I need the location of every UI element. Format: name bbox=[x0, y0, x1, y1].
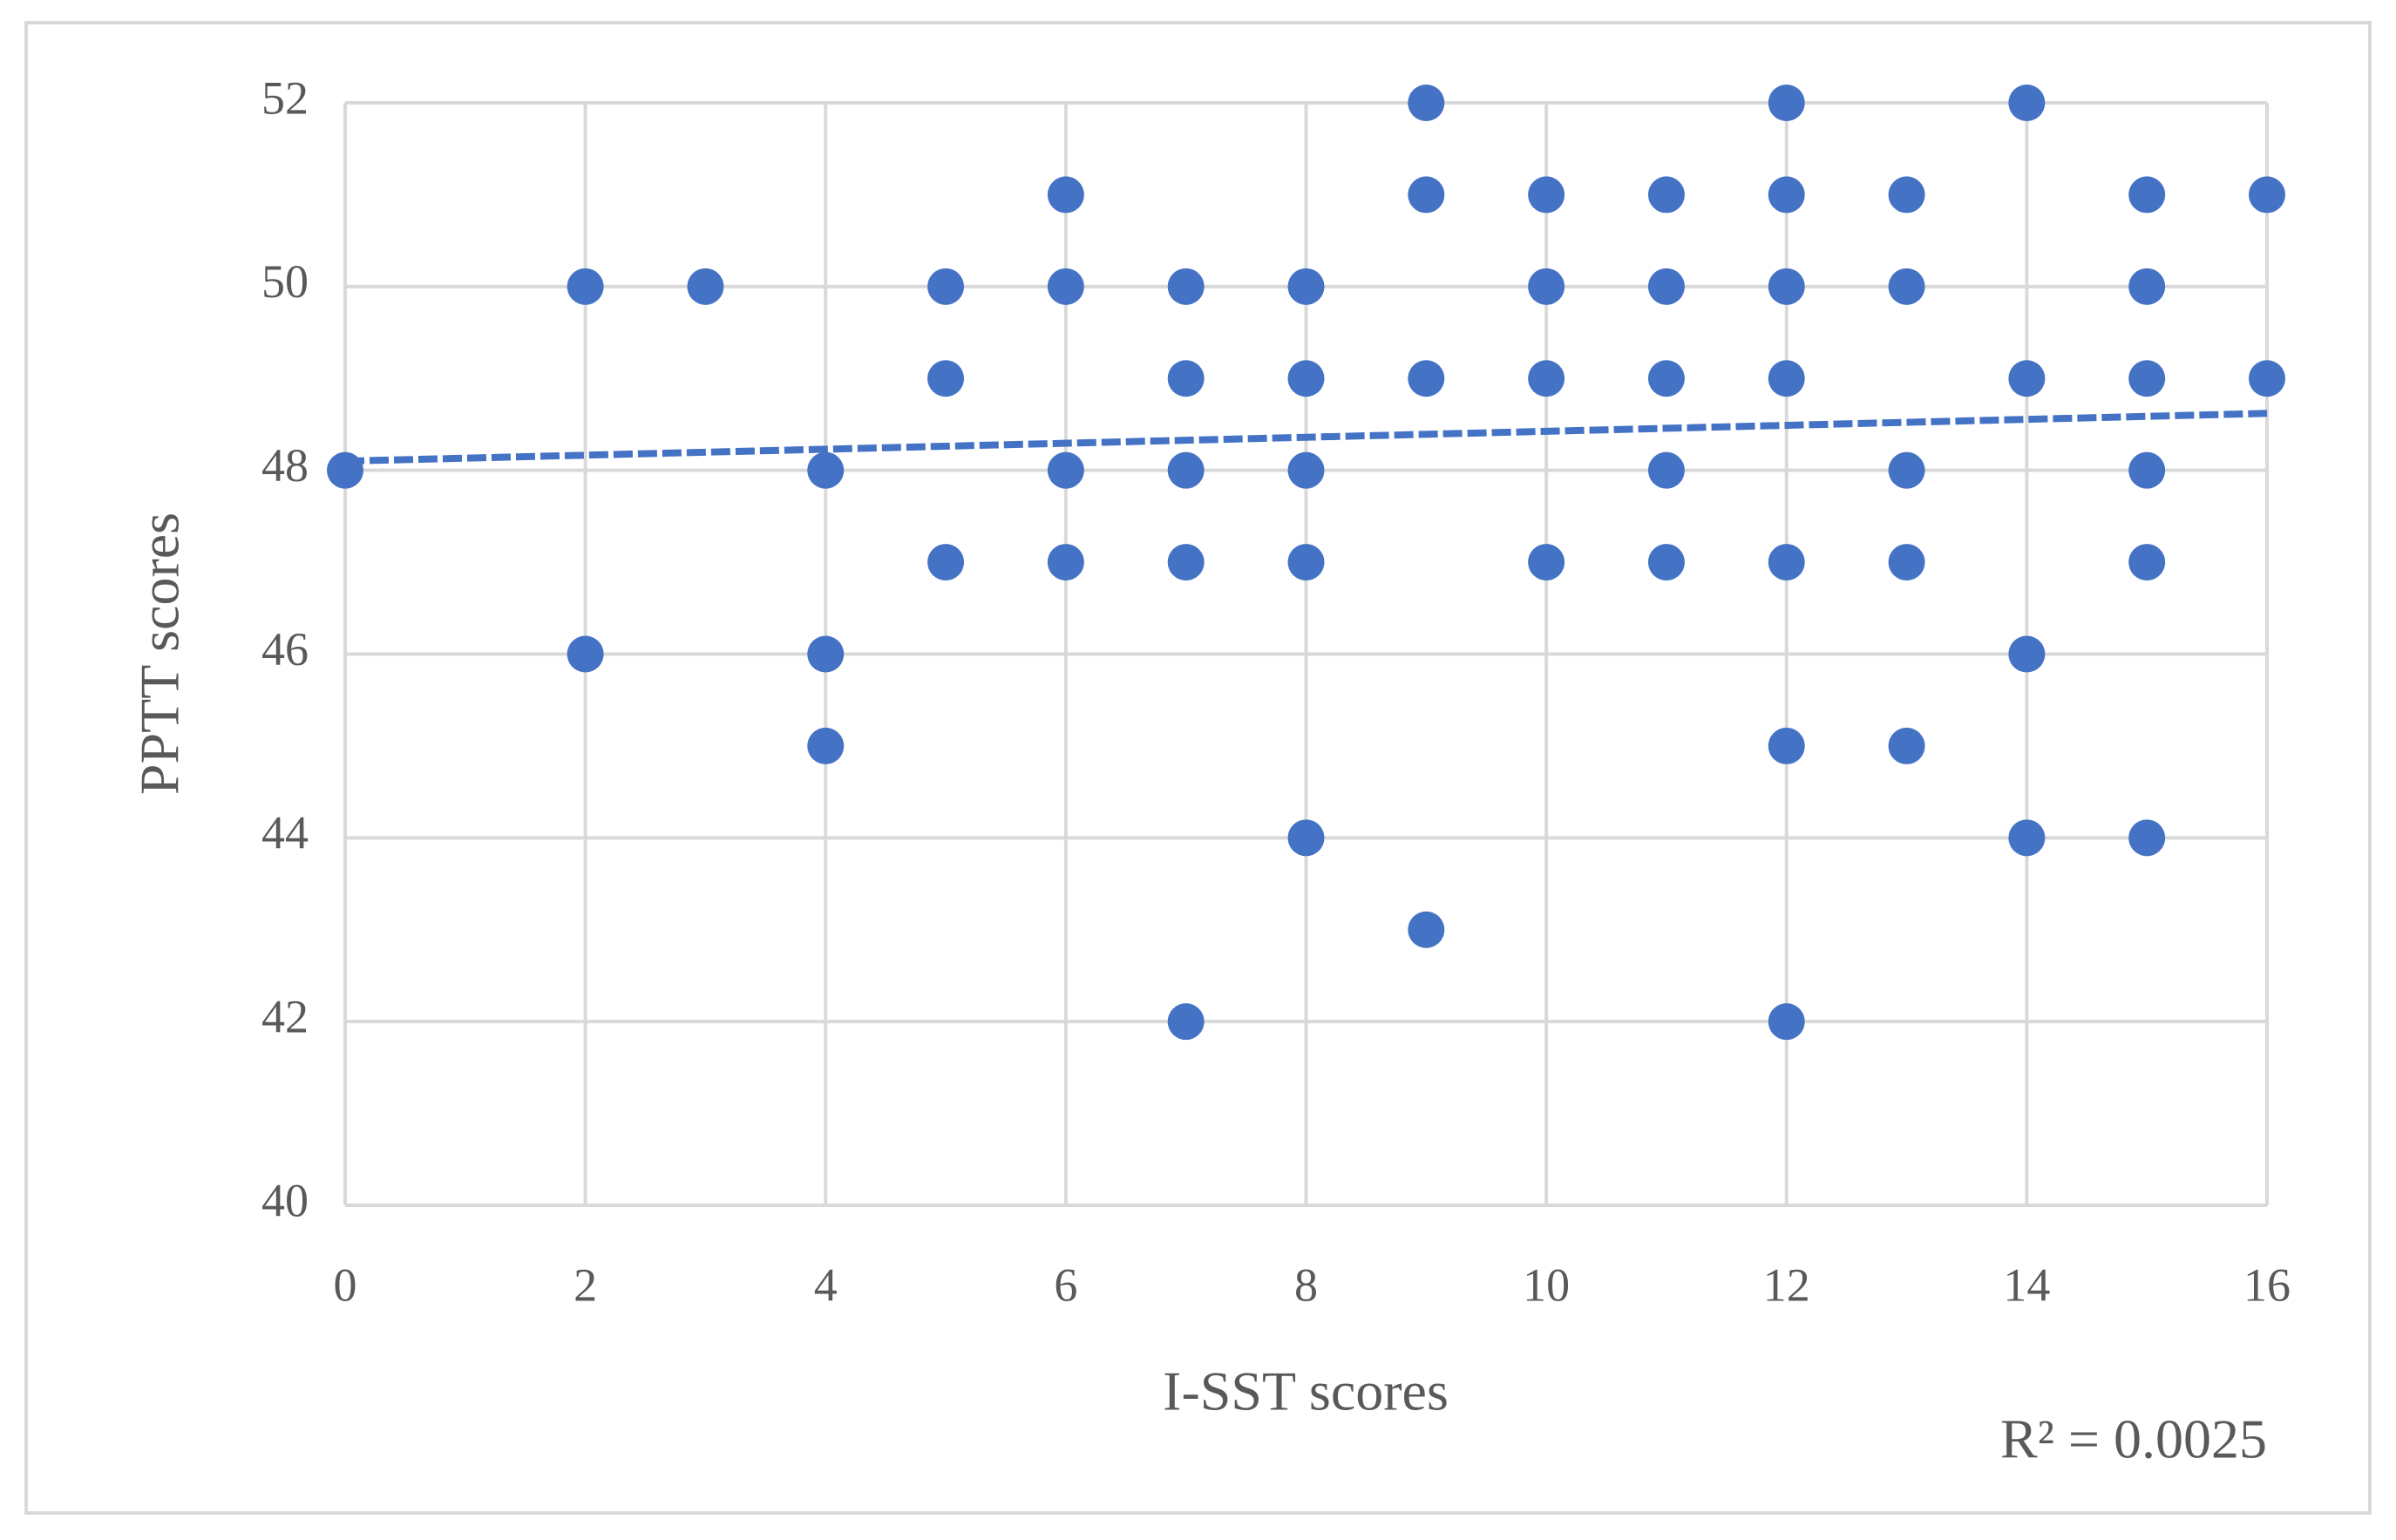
data-point bbox=[1888, 176, 1925, 214]
data-point bbox=[1047, 176, 1084, 214]
data-point bbox=[1047, 268, 1084, 305]
data-point bbox=[1047, 451, 1084, 489]
x-axis-title: I-SST scores bbox=[1163, 1360, 1449, 1422]
x-tick-label: 4 bbox=[814, 1258, 838, 1311]
data-point bbox=[2249, 176, 2285, 214]
data-point bbox=[567, 635, 604, 673]
data-point bbox=[1167, 544, 1205, 581]
data-point bbox=[1528, 360, 1565, 397]
data-point bbox=[807, 451, 845, 489]
data-point bbox=[2128, 451, 2166, 489]
trendline bbox=[344, 410, 2268, 465]
data-point bbox=[807, 727, 845, 764]
data-point bbox=[1287, 268, 1325, 305]
data-point bbox=[1408, 911, 1445, 948]
data-point bbox=[1287, 819, 1325, 857]
data-point bbox=[1647, 176, 1685, 214]
data-point bbox=[1647, 544, 1685, 581]
data-point bbox=[1768, 176, 1805, 214]
data-point bbox=[1287, 544, 1325, 581]
data-point bbox=[807, 635, 845, 673]
y-axis-title: PPTT scores bbox=[129, 512, 191, 795]
x-tick-label: 8 bbox=[1294, 1258, 1318, 1311]
data-point bbox=[1167, 360, 1205, 397]
data-point bbox=[1768, 727, 1805, 764]
data-point bbox=[1287, 451, 1325, 489]
y-tick-label: 52 bbox=[261, 71, 309, 124]
data-point bbox=[1287, 360, 1325, 397]
y-tick-label: 48 bbox=[261, 439, 309, 492]
data-point bbox=[1167, 451, 1205, 489]
data-point bbox=[1888, 727, 1925, 764]
data-point bbox=[2128, 268, 2166, 305]
x-tick-label: 14 bbox=[2003, 1258, 2050, 1311]
y-tick-label: 50 bbox=[261, 255, 309, 308]
x-tick-label: 2 bbox=[574, 1258, 597, 1311]
data-point bbox=[2008, 85, 2046, 121]
y-tick-label: 44 bbox=[261, 807, 309, 859]
data-point bbox=[1408, 85, 1445, 121]
chart-border bbox=[24, 21, 2372, 1515]
data-point bbox=[1768, 1003, 1805, 1041]
data-point bbox=[687, 268, 724, 305]
data-point bbox=[1768, 360, 1805, 397]
data-point bbox=[1528, 544, 1565, 581]
data-point bbox=[2249, 360, 2285, 397]
x-tick-label: 10 bbox=[1523, 1258, 1570, 1311]
data-point bbox=[1647, 268, 1685, 305]
data-point bbox=[927, 544, 965, 581]
data-point bbox=[1888, 544, 1925, 581]
data-point bbox=[1768, 268, 1805, 305]
data-point bbox=[2008, 635, 2046, 673]
y-tick-label: 42 bbox=[261, 991, 309, 1043]
data-point bbox=[2128, 360, 2166, 397]
data-point bbox=[1408, 360, 1445, 397]
data-point bbox=[1888, 451, 1925, 489]
x-tick-label: 16 bbox=[2243, 1258, 2291, 1311]
data-point bbox=[1528, 176, 1565, 214]
data-point bbox=[1768, 85, 1805, 121]
x-tick-label: 0 bbox=[334, 1258, 357, 1311]
r-squared: R² = 0.0025 bbox=[2000, 1408, 2267, 1470]
data-point bbox=[927, 360, 965, 397]
data-point bbox=[1408, 176, 1445, 214]
data-point bbox=[2128, 819, 2166, 857]
data-point bbox=[1647, 360, 1685, 397]
data-point bbox=[927, 268, 965, 305]
data-point bbox=[567, 268, 604, 305]
data-point bbox=[1768, 544, 1805, 581]
data-point bbox=[1888, 268, 1925, 305]
y-tick-label: 46 bbox=[261, 623, 309, 675]
data-point bbox=[1167, 268, 1205, 305]
y-tick-label: 40 bbox=[261, 1174, 309, 1226]
data-point bbox=[1528, 268, 1565, 305]
data-point bbox=[1167, 1003, 1205, 1041]
x-tick-label: 6 bbox=[1054, 1258, 1077, 1311]
data-point bbox=[2128, 544, 2166, 581]
data-point bbox=[1047, 544, 1084, 581]
data-point bbox=[2008, 819, 2046, 857]
data-point bbox=[2008, 360, 2046, 397]
data-point bbox=[1647, 451, 1685, 489]
data-point bbox=[2128, 176, 2166, 214]
x-tick-label: 12 bbox=[1763, 1258, 1810, 1311]
